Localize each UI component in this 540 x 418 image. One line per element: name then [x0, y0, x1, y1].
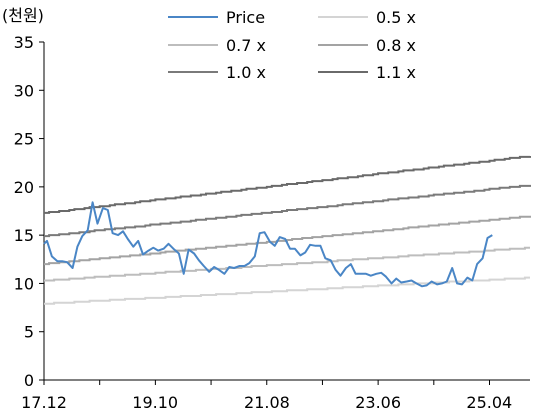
series-group [43, 155, 531, 305]
x-tick-label: 19.10 [132, 393, 178, 412]
legend: Price 0.5 x 0.7 x 0.8 x 1.0 x 1.1 x [168, 8, 416, 82]
y-tick-label: 15 [14, 226, 34, 245]
x-tick-label: 25.04 [466, 393, 512, 412]
band-line-0-7-x [44, 246, 530, 282]
legend-label: 0.8 x [376, 36, 416, 55]
band-line-0-8-x [44, 215, 531, 266]
y-tick-label: 35 [14, 33, 34, 52]
y-tick-label: 20 [14, 178, 34, 197]
y-tick-label: 10 [14, 274, 34, 293]
legend-label: 1.0 x [226, 63, 266, 82]
band-line-1-1-x [44, 155, 531, 214]
unit-label: (천원) [2, 6, 44, 25]
y-tick-label: 30 [14, 81, 34, 100]
band-line-1-0-x [44, 184, 531, 238]
legend-label: 0.5 x [376, 8, 416, 27]
band-line-0-5-x [44, 276, 530, 305]
x-tick-label: 23.06 [355, 393, 401, 412]
axes: 0 5 10 15 20 25 30 35 17.12 19.10 21.08 23.06 25.04 [14, 33, 530, 412]
x-tick-label: 17.12 [21, 393, 67, 412]
y-tick-label: 25 [14, 130, 34, 149]
legend-label: 0.7 x [226, 36, 266, 55]
y-tick-label: 0 [24, 371, 34, 390]
price-line [43, 201, 493, 288]
legend-label: Price [226, 8, 265, 27]
y-tick-label: 5 [24, 323, 34, 342]
x-tick-label: 21.08 [244, 393, 290, 412]
legend-label: 1.1 x [376, 63, 416, 82]
